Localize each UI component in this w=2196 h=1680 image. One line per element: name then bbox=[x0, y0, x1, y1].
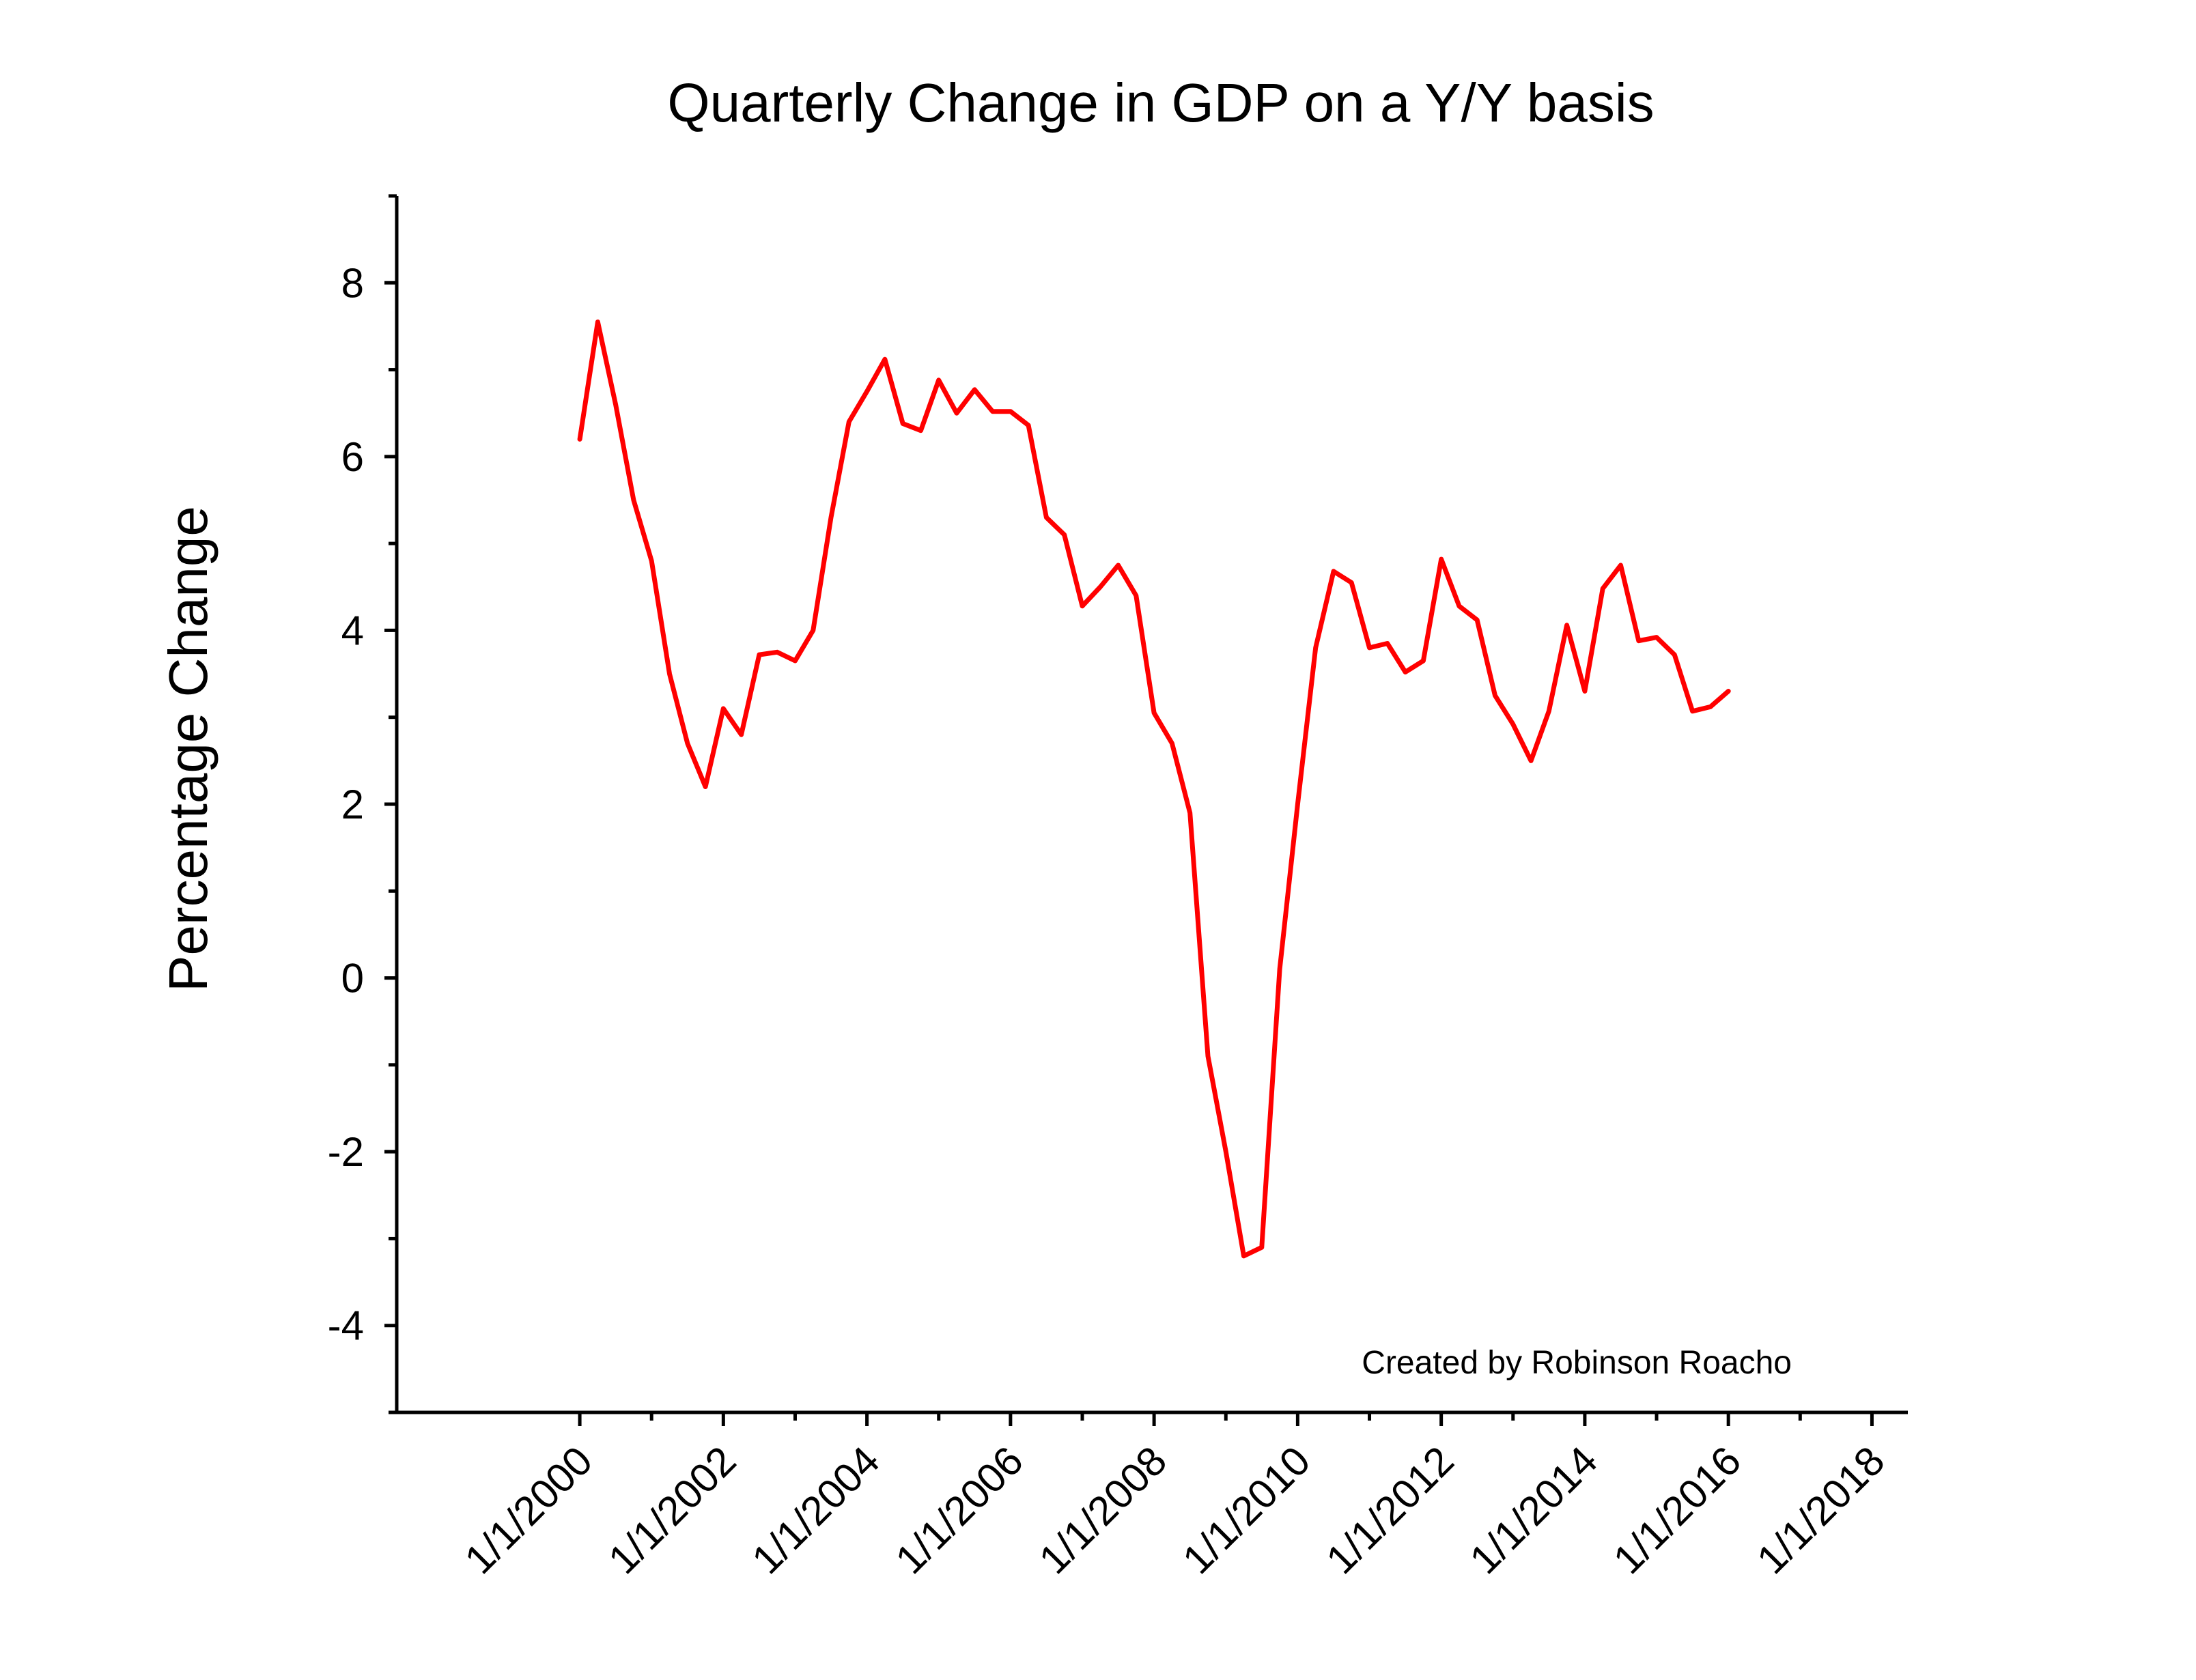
series-layer bbox=[577, 319, 1731, 1259]
credit-annotation: Created by Robinson Roacho bbox=[1362, 1345, 1792, 1381]
x-tick-label: 1/1/2010 bbox=[1174, 1438, 1319, 1583]
y-tick-label: -2 bbox=[328, 1129, 364, 1175]
x-tick-label: 1/1/2012 bbox=[1317, 1438, 1463, 1583]
x-tick-label: 1/1/2016 bbox=[1605, 1438, 1750, 1583]
x-tick-label: 1/1/2002 bbox=[600, 1438, 745, 1583]
y-tick-label: 6 bbox=[341, 434, 364, 480]
y-axis-label: Percentage Change bbox=[158, 506, 219, 992]
x-ticks: 1/1/20001/1/20021/1/20041/1/20061/1/2008… bbox=[456, 1412, 1894, 1582]
x-tick-label: 1/1/2014 bbox=[1461, 1438, 1607, 1583]
x-tick-label: 1/1/2006 bbox=[887, 1438, 1032, 1583]
axes bbox=[395, 196, 1908, 1414]
chart-title: Quarterly Change in GDP on a Y/Y basis bbox=[667, 72, 1654, 133]
x-tick-label: 1/1/2004 bbox=[743, 1438, 888, 1583]
y-tick-label: -4 bbox=[328, 1303, 364, 1349]
x-tick-label: 1/1/2000 bbox=[456, 1438, 602, 1583]
y-ticks: -4 -2 0 2 4 6 8 bbox=[328, 194, 397, 1414]
y-tick-label: 4 bbox=[341, 608, 364, 653]
y-tick-label: 2 bbox=[341, 782, 364, 827]
x-tick-label: 1/1/2018 bbox=[1748, 1438, 1894, 1583]
series-line bbox=[577, 319, 1731, 1259]
x-tick-label: 1/1/2008 bbox=[1030, 1438, 1176, 1583]
y-tick-label: 8 bbox=[341, 260, 364, 306]
y-tick-label: 0 bbox=[341, 956, 364, 1001]
